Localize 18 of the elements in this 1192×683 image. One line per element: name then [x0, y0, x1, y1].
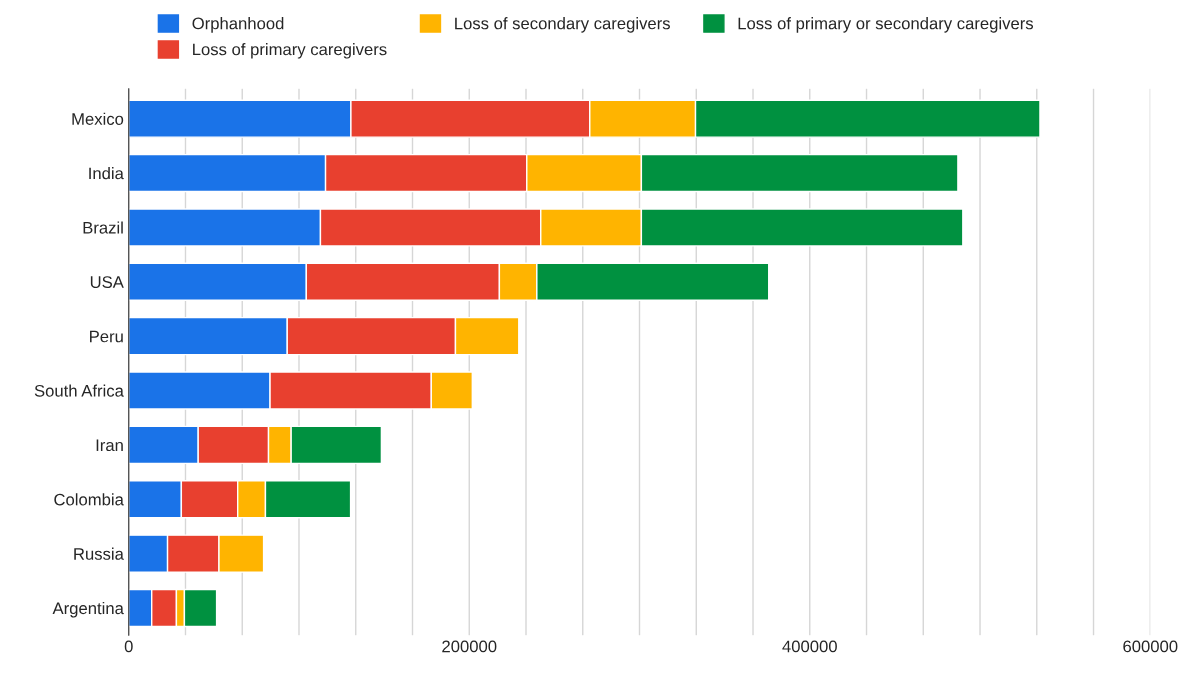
legend-label: Loss of primary caregivers [193, 43, 387, 59]
y-tick-label: Brazil [83, 221, 123, 234]
x-tick-label: 0 [124, 640, 133, 653]
legend-label: Orphanhood [192, 17, 284, 33]
y-tick-label: South Africa [34, 384, 124, 397]
y-tick-label: Argentina [52, 601, 124, 618]
y-tick-label: Iran [96, 439, 123, 452]
x-tick-label: 600000 [1123, 640, 1178, 653]
y-tick-label: Russia [74, 547, 124, 560]
y-tick-label: Peru [90, 330, 123, 343]
legend-label: Loss of secondary caregivers [455, 17, 670, 33]
y-tick-label: USA [90, 276, 124, 288]
y-tick-label: Colombia [54, 493, 124, 506]
y-tick-label: India [89, 167, 124, 180]
x-tick-label: 400000 [782, 640, 837, 653]
x-tick-label: 200000 [442, 640, 497, 653]
y-tick-label: Mexico [72, 112, 124, 125]
legend-label: Loss of primary or secondary caregivers [738, 17, 1034, 33]
